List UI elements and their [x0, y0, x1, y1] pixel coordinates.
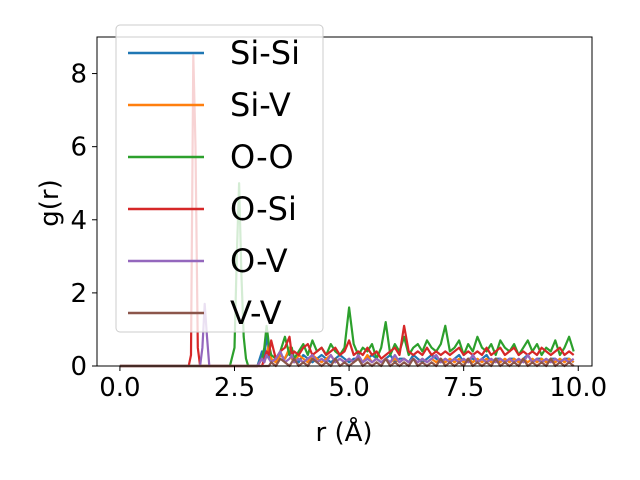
- legend-label-v-v: V-V: [230, 294, 282, 332]
- x-tick-label: 7.5: [443, 373, 484, 403]
- legend-box: [115, 24, 324, 333]
- y-axis-label: g(r): [35, 179, 65, 226]
- y-tick-label: 6: [70, 133, 87, 163]
- y-tick-label: 0: [70, 352, 87, 382]
- legend: Si-Si Si-V O-O O-Si O-V V-V: [115, 24, 324, 333]
- x-tick-label: 0.0: [99, 373, 140, 403]
- axes: 0.0 2.5 5.0 7.5 10.0 0 2 4 6 8: [70, 36, 607, 403]
- y-tick-label: 8: [70, 60, 87, 90]
- x-tick-label: 5.0: [328, 373, 369, 403]
- legend-label-si-v: Si-V: [230, 86, 291, 124]
- x-axis-label: r (Å): [315, 416, 372, 448]
- legend-label-o-si: O-Si: [230, 190, 297, 228]
- y-tick-label: 2: [70, 279, 87, 309]
- series-line-o-o: [119, 182, 575, 368]
- legend-label-o-o: O-O: [230, 138, 294, 176]
- axes-frame: [96, 36, 593, 367]
- legend-label-o-v: O-V: [230, 242, 288, 280]
- x-tick-label: 2.5: [214, 373, 255, 403]
- y-tick-label: 4: [70, 206, 87, 236]
- legend-label-si-si: Si-Si: [230, 34, 300, 72]
- x-tick-label: 10.0: [549, 373, 607, 403]
